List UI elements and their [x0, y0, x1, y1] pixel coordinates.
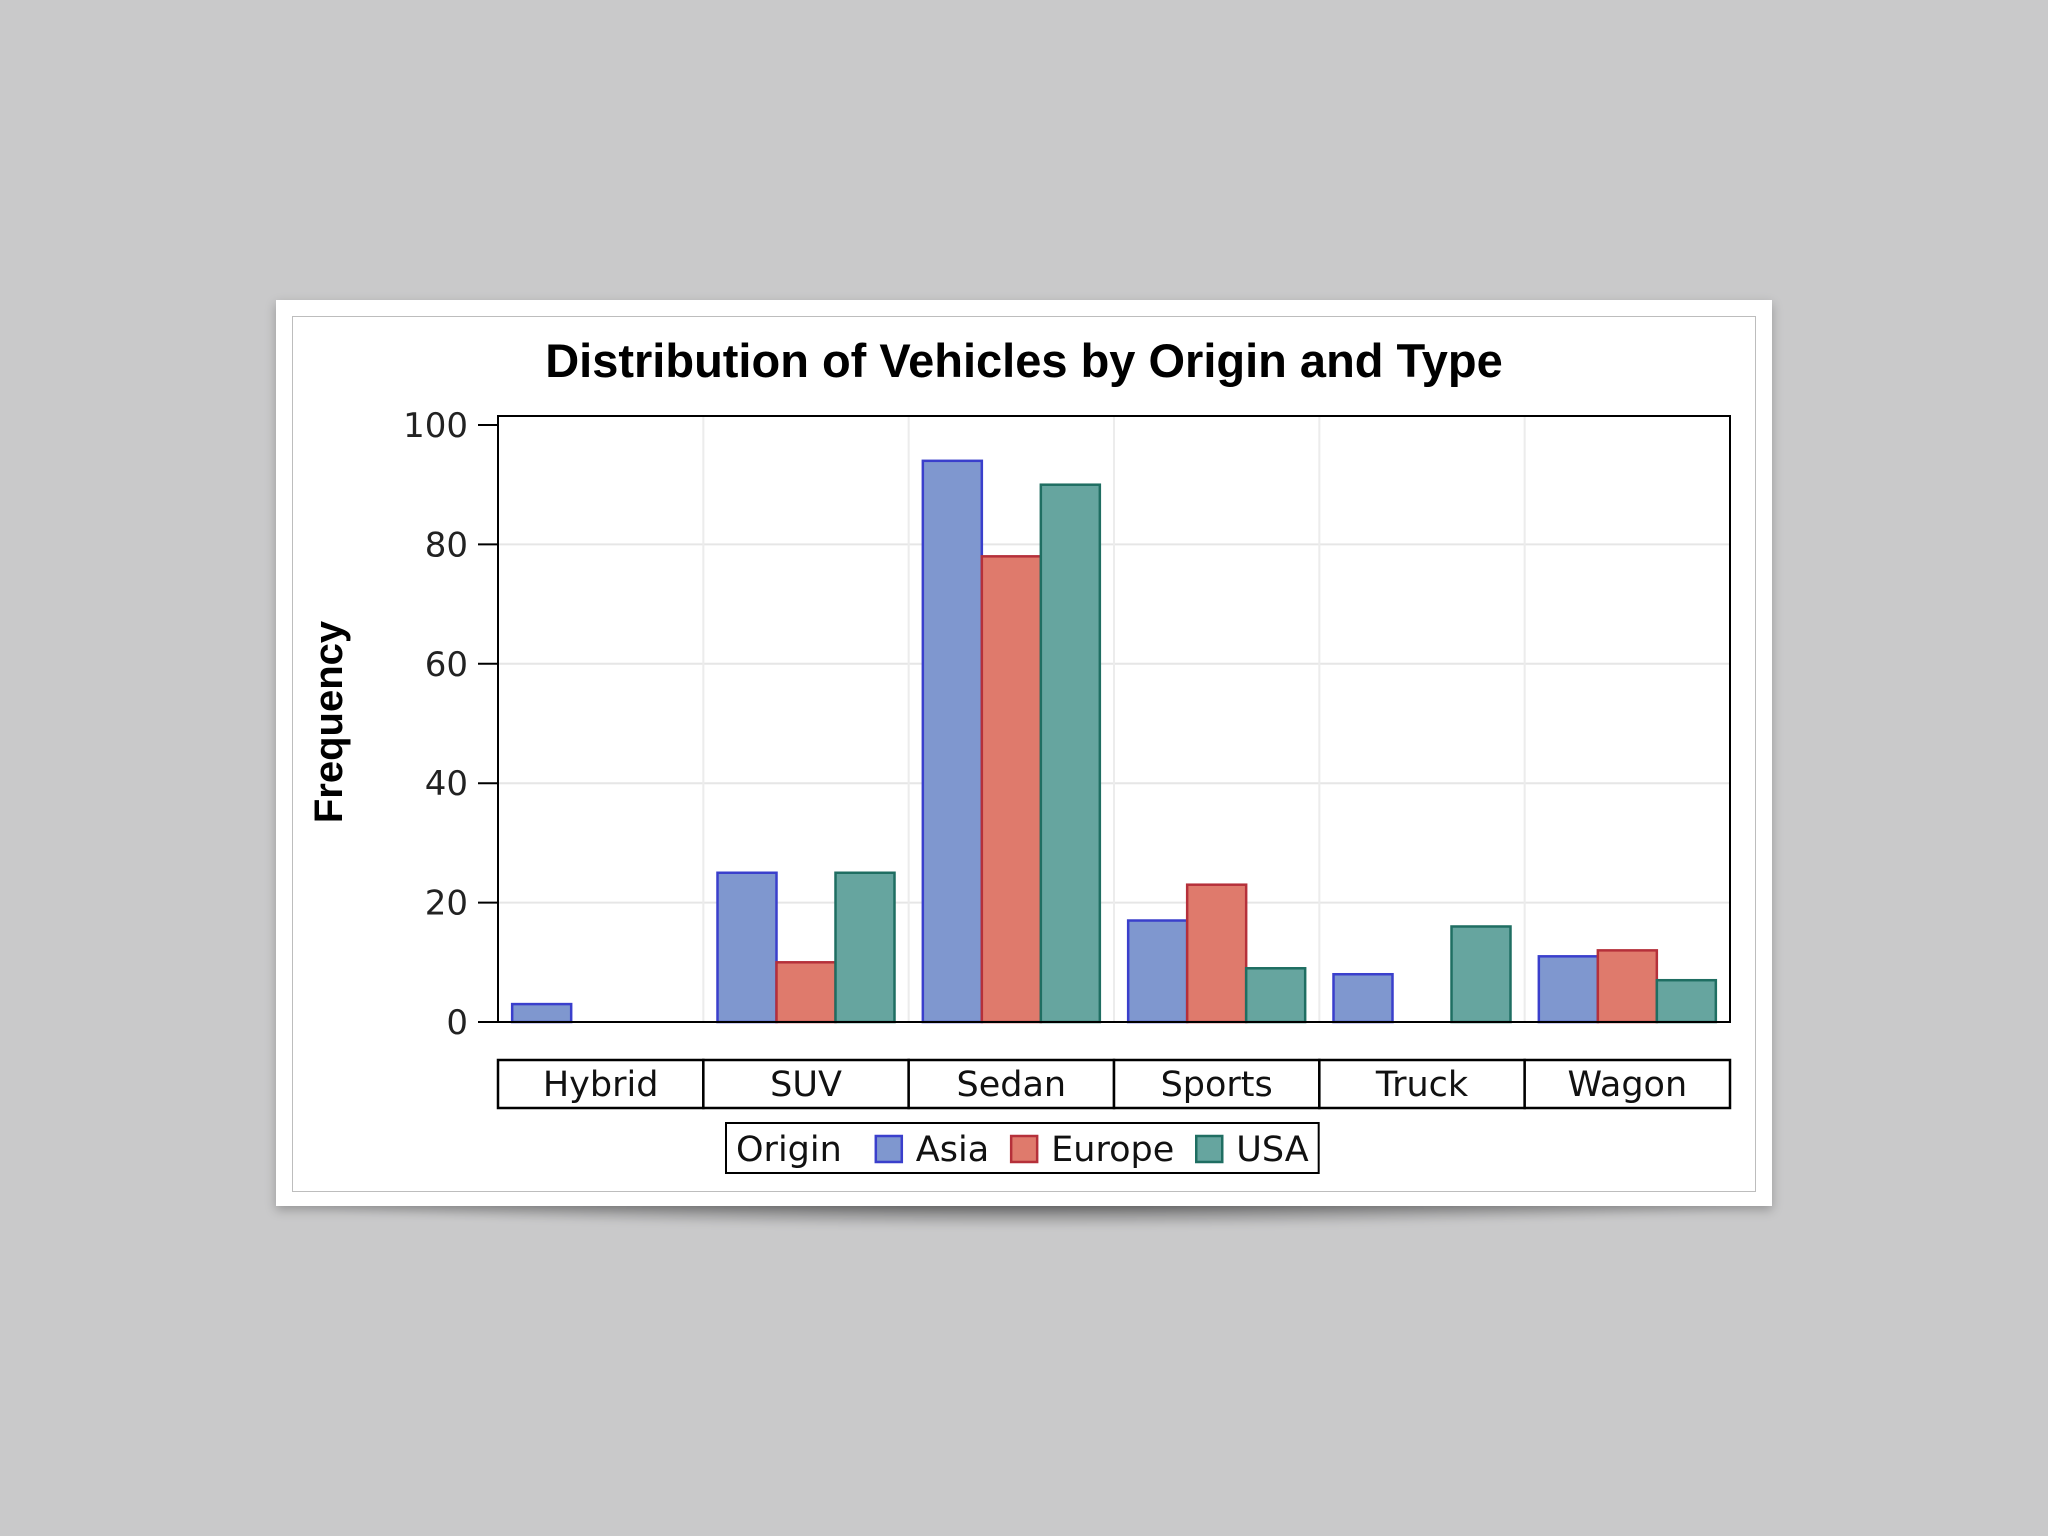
legend: Origin Asia Europe USA: [725, 1122, 1320, 1174]
bar-europe-suv: [775, 961, 837, 1024]
bar-europe-sports: [1185, 883, 1248, 1024]
category-cell: [1112, 1058, 1321, 1110]
x-tick-label: Wagon: [1568, 1065, 1688, 1105]
category-cell: [702, 1058, 910, 1110]
bar-asia-suv: [716, 871, 778, 1024]
category-cell: [1318, 1058, 1526, 1110]
bar-asia-hybrid: [510, 1002, 573, 1024]
y-tick-label: 0: [446, 1003, 468, 1043]
bar-usa-sports: [1244, 967, 1307, 1024]
y-tick-label: 80: [425, 525, 468, 565]
bar-usa-suv: [834, 871, 896, 1024]
chart-card: Distribution of Vehicles by Origin and T…: [276, 300, 1772, 1206]
bars: [510, 459, 1718, 1024]
chart-title: Distribution of Vehicles by Origin and T…: [545, 334, 1503, 387]
y-tick-label: 20: [425, 884, 468, 924]
y-axis-label: Frequency: [307, 620, 351, 823]
bar-asia-truck: [1332, 972, 1394, 1024]
category-cell: [496, 1058, 705, 1110]
bar-europe-wagon: [1596, 949, 1659, 1024]
bar-asia-sports: [1126, 919, 1189, 1024]
bar-usa-sedan: [1039, 483, 1102, 1024]
category-table: Hybrid SUV Sedan Sports Truck Wagon: [496, 1058, 1732, 1110]
legend-label-europe: Europe: [1051, 1130, 1174, 1170]
x-tick-label: Hybrid: [543, 1065, 659, 1105]
x-tick-label: Sedan: [957, 1065, 1067, 1105]
legend-swatch-usa: [1195, 1134, 1224, 1164]
legend-label-asia: Asia: [916, 1130, 989, 1170]
y-tick-label: 60: [425, 645, 468, 685]
plot-area-border: [497, 415, 1731, 1023]
bar-usa-truck: [1450, 925, 1512, 1024]
bar-usa-wagon: [1655, 978, 1718, 1024]
y-tick-label: 40: [425, 764, 468, 804]
grid-lines: [498, 416, 1730, 1022]
y-axis: 0 20 40 60 80 100: [403, 406, 498, 1043]
x-tick-label: SUV: [770, 1065, 842, 1105]
y-tick-label: 100: [403, 406, 468, 446]
bar-europe-sedan: [980, 555, 1043, 1024]
legend-swatch-asia: [874, 1134, 904, 1164]
bar-chart: Distribution of Vehicles by Origin and T…: [307, 334, 1732, 1174]
category-cell: [907, 1058, 1116, 1110]
bar-asia-sedan: [921, 459, 984, 1024]
legend-label-usa: USA: [1236, 1130, 1308, 1170]
x-tick-label: Sports: [1161, 1065, 1273, 1105]
legend-title: Origin: [736, 1130, 842, 1170]
category-cell: [1523, 1058, 1732, 1110]
legend-swatch-europe: [1009, 1134, 1039, 1164]
x-tick-label: Truck: [1375, 1065, 1469, 1105]
bar-asia-wagon: [1537, 955, 1600, 1024]
